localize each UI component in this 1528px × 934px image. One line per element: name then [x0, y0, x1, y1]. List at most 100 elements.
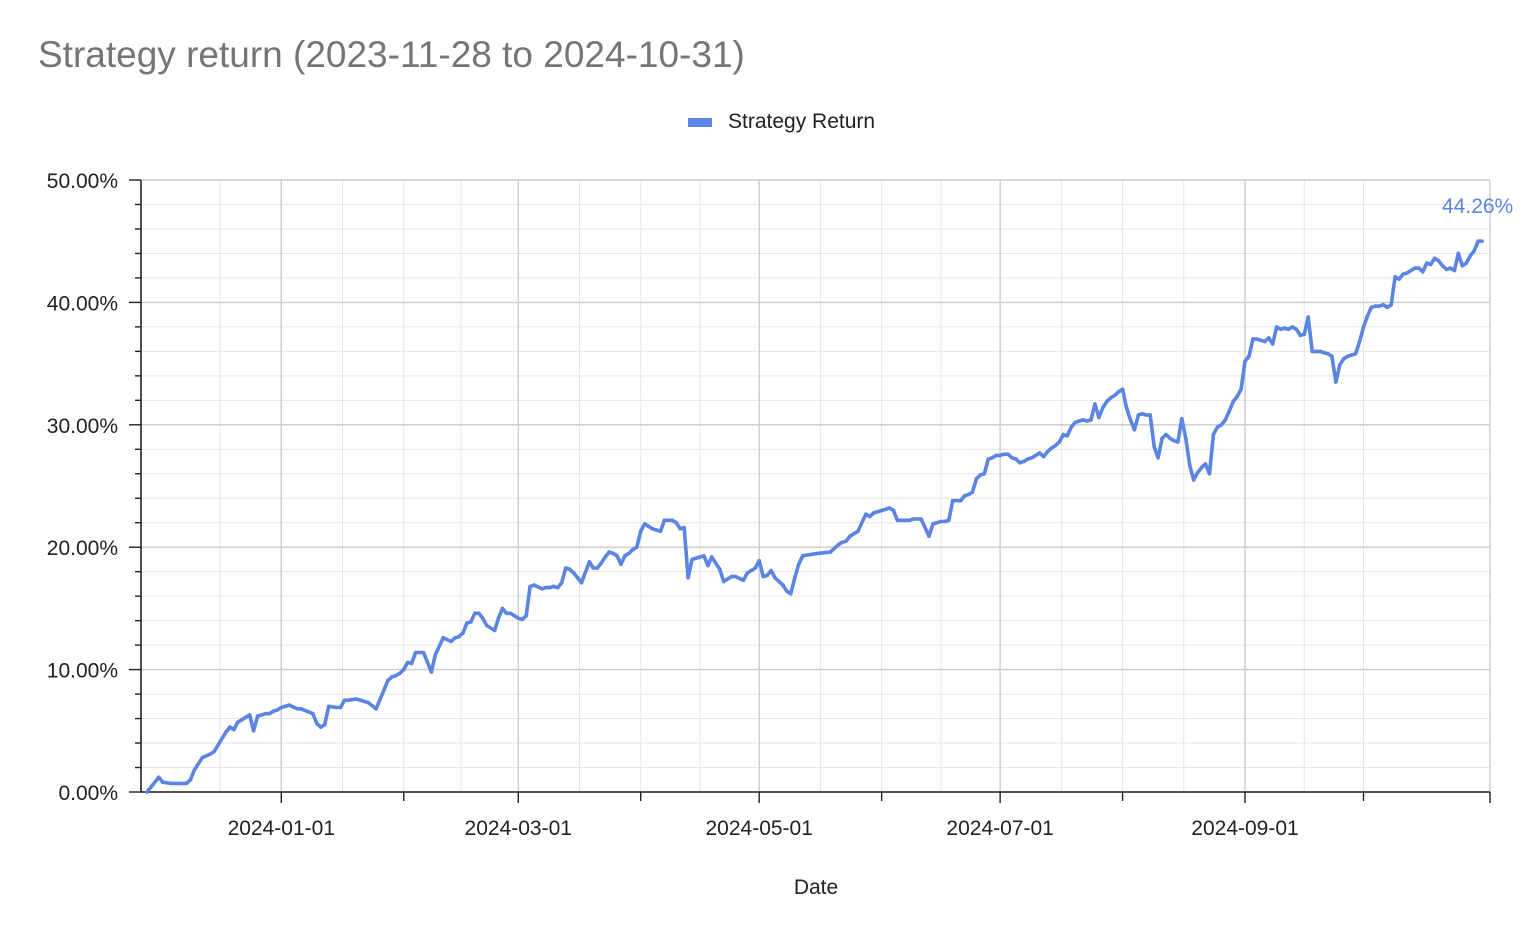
- data-point: [1432, 256, 1437, 261]
- data-point: [958, 498, 963, 503]
- data-point: [844, 539, 848, 543]
- data-point: [875, 509, 880, 514]
- minor-gridlines: [141, 180, 1490, 792]
- data-point: [315, 721, 319, 726]
- data-point: [1460, 263, 1465, 268]
- x-tick-labels: 2024-01-01 2024-03-01 2024-05-01 2024-07-01…: [228, 817, 1299, 840]
- data-point: [1006, 452, 1010, 457]
- data-point: [836, 543, 840, 547]
- data-point: [1140, 412, 1145, 416]
- x-axis-title: Date: [794, 876, 838, 899]
- data-point: [1195, 470, 1200, 475]
- data-point: [1152, 445, 1156, 449]
- data-point: [611, 551, 615, 556]
- data-point: [453, 636, 457, 640]
- data-point: [484, 623, 489, 628]
- data-point: [690, 557, 694, 562]
- data-point: [1334, 380, 1338, 384]
- data-point: [469, 620, 473, 624]
- data-point: [232, 727, 236, 732]
- data-point: [1026, 457, 1030, 461]
- data-point: [749, 568, 754, 573]
- data-point: [1223, 418, 1228, 422]
- data-point: [646, 524, 651, 529]
- data-point: [769, 568, 773, 573]
- data-point: [1330, 354, 1334, 359]
- data-point: [864, 512, 868, 516]
- data-point: [224, 730, 228, 734]
- data-point: [366, 700, 371, 705]
- data-point: [1413, 266, 1417, 270]
- data-point: [1093, 402, 1097, 406]
- data-point: [954, 498, 959, 503]
- data-point: [808, 552, 813, 557]
- data-point: [575, 576, 580, 580]
- data-point: [1029, 456, 1034, 460]
- data-point: [907, 518, 912, 523]
- data-point: [532, 583, 536, 587]
- data-point: [228, 725, 232, 729]
- data-point: [789, 591, 793, 596]
- x-tick-label: 2024-05-01: [705, 817, 812, 840]
- data-point: [1472, 249, 1476, 253]
- data-point: [852, 531, 856, 536]
- data-point: [1116, 390, 1121, 394]
- data-point: [1227, 409, 1231, 414]
- chart-title: Strategy return (2023-11-28 to 2024-10-3…: [38, 34, 745, 75]
- data-point: [556, 585, 560, 590]
- data-point: [1381, 303, 1386, 307]
- data-point: [1278, 327, 1283, 332]
- data-point: [319, 725, 323, 729]
- data-point: [449, 639, 453, 644]
- data-point: [500, 606, 505, 611]
- data-point: [923, 525, 927, 530]
- data-point: [753, 566, 758, 570]
- data-point: [887, 506, 892, 510]
- data-point: [658, 529, 663, 534]
- data-point: [1065, 434, 1070, 438]
- data-point: [1401, 272, 1405, 277]
- data-point: [342, 698, 347, 702]
- data-point: [1326, 352, 1330, 356]
- data-point: [465, 621, 469, 625]
- data-point: [1156, 456, 1160, 460]
- data-point: [1002, 452, 1006, 457]
- data-point: [1097, 415, 1101, 420]
- data-point: [1231, 399, 1235, 404]
- data-point: [1314, 349, 1318, 354]
- data-point: [528, 584, 532, 589]
- data-point: [1033, 453, 1038, 458]
- data-point: [1211, 432, 1216, 437]
- data-point: [785, 589, 789, 594]
- data-point: [966, 492, 971, 497]
- data-point: [1239, 387, 1243, 392]
- data-point: [741, 578, 746, 582]
- data-point: [796, 562, 801, 567]
- data-point: [326, 704, 331, 709]
- data-point: [599, 561, 603, 565]
- data-point: [161, 780, 165, 784]
- data-point: [409, 661, 414, 666]
- data-point: [895, 518, 900, 523]
- data-point: [1101, 405, 1105, 410]
- data-point: [243, 715, 248, 720]
- data-point: [516, 616, 521, 620]
- data-point: [1357, 339, 1362, 344]
- data-point: [544, 585, 548, 590]
- data-point: [480, 616, 485, 620]
- data-point: [603, 555, 607, 559]
- data-point: [674, 520, 679, 525]
- data-point: [1440, 263, 1445, 268]
- data-point: [473, 611, 477, 616]
- data-point: [1053, 443, 1058, 448]
- data-point: [251, 729, 256, 733]
- data-point: [1144, 413, 1149, 417]
- data-point: [401, 667, 406, 672]
- data-point: [1251, 337, 1255, 341]
- data-point: [623, 554, 627, 558]
- data-point: [927, 534, 931, 538]
- data-point: [405, 660, 410, 665]
- data-point: [1105, 399, 1109, 404]
- data-point: [662, 518, 667, 523]
- data-point: [978, 473, 983, 477]
